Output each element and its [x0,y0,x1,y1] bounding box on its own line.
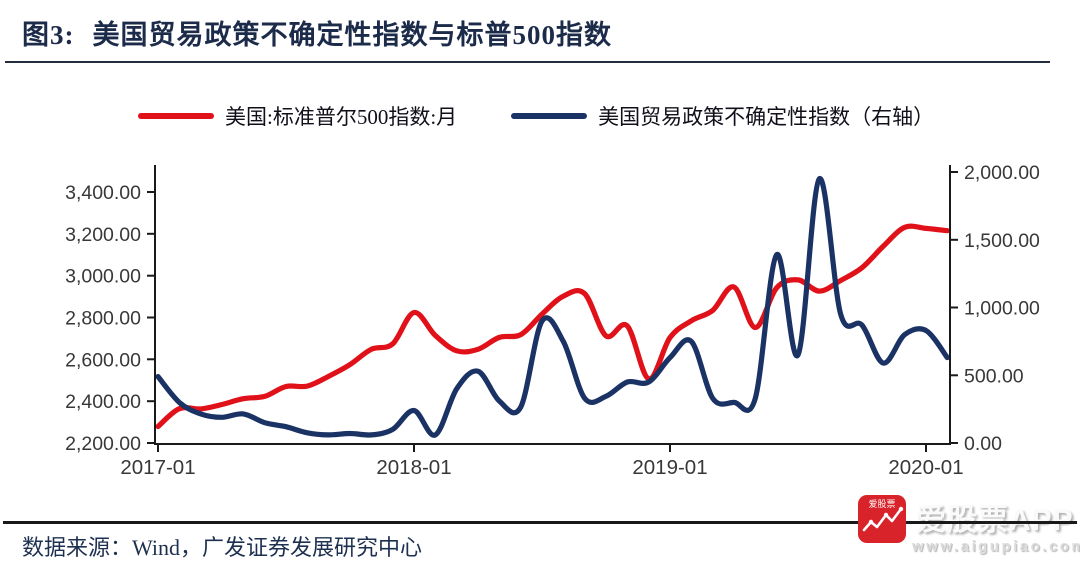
legend-label-tpu: 美国贸易政策不确定性指数（右轴） [598,105,935,129]
sp500-line [156,223,949,430]
app-icon-dot [883,512,889,518]
watermark-app-name: 爱股票APP [916,504,1074,537]
axes-frame [154,165,951,445]
x-axis-label: 2017-01 [120,456,195,479]
y-axis-left-label: 3,200.00 [65,224,141,246]
figure-label: 图3: [22,20,75,50]
chart-legend: 美国:标准普尔500指数:月 美国贸易政策不确定性指数（右轴） [138,101,934,131]
app-icon-dot [868,519,874,525]
y-axis-right-label: 2,000.00 [964,162,1040,184]
legend-item-tpu: 美国贸易政策不确定性指数（右轴） [511,101,934,131]
y-axis-right-label: 1,500.00 [964,230,1040,252]
aigupiao-app-icon: 爱股票 [858,495,906,543]
tpu-line-swatch [511,113,588,119]
legend-label-sp500: 美国:标准普尔500指数:月 [225,105,458,129]
y-axis-right-label: 1,000.00 [964,298,1040,320]
y-axis-left-label: 3,400.00 [65,182,141,204]
footer-divider [3,521,1077,524]
sp500-line-swatch [138,113,214,119]
watermark-url: www.aigupiao.com [912,538,1080,555]
y-axis-left-label: 2,600.00 [65,349,141,371]
figure-title: 美国贸易政策不确定性指数与标普500指数 [92,20,612,50]
tpu-index-line [156,176,949,438]
app-icon-dot [898,506,904,512]
header-divider [5,61,1050,63]
x-axis-label: 2020-01 [888,456,963,479]
y-axis-left-label: 2,200.00 [65,433,141,455]
y-axis-right-label: 500.00 [964,365,1024,387]
x-axis-label: 2019-01 [632,456,707,479]
x-axis-label: 2018-01 [376,456,451,479]
figure-header: 图3: 美国贸易政策不确定性指数与标普500指数 [22,13,612,52]
y-axis-left-label: 2,400.00 [65,391,141,413]
y-axis-left-label: 3,000.00 [65,266,141,288]
y-axis-right-label: 0.00 [964,433,1002,455]
legend-item-sp500: 美国:标准普尔500指数:月 [138,101,457,131]
y-axis-left-label: 2,800.00 [65,308,141,330]
data-source: 数据来源：Wind，广发证券发展研究中心 [22,535,422,560]
app-icon-text: 爱股票 [868,499,895,509]
